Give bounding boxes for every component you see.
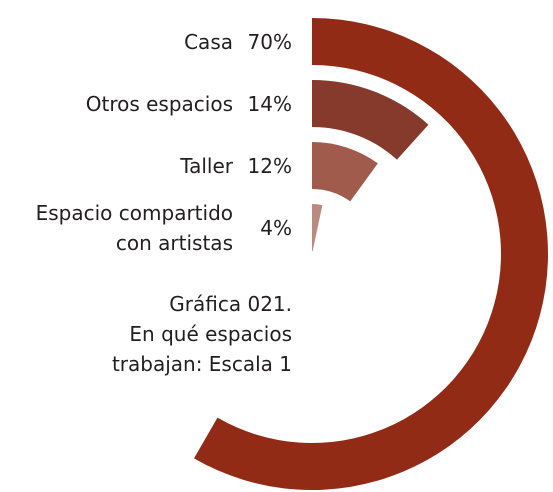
category-label: Espacio compartido con artistas [35,200,233,255]
category-label: Casa [184,29,233,54]
ring-bar [312,80,429,160]
category-label: Otros espacios [85,91,233,116]
value-label: 4% [260,215,292,240]
value-label: 14% [247,91,292,116]
ring-bar [312,204,323,252]
category-label: Taller [180,153,233,178]
ring-bar [194,18,548,490]
value-label: 70% [247,29,292,54]
ring-bar [312,142,378,202]
value-label: 12% [247,153,292,178]
chart-note: Gráfica 021. En qué espacios trabajan: E… [111,292,292,376]
